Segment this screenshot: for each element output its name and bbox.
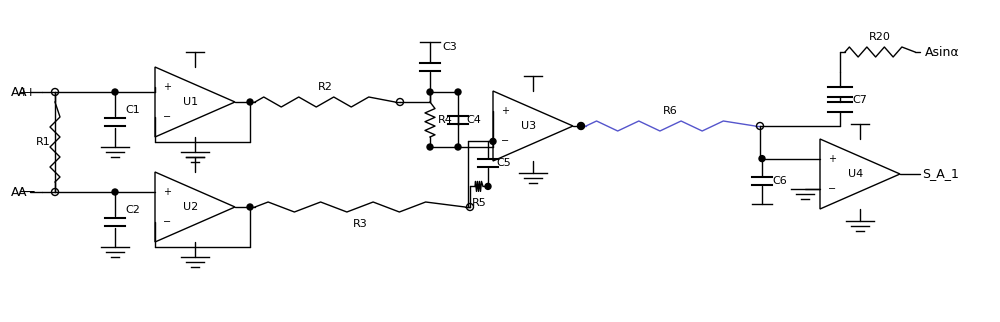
Text: −: − — [163, 112, 171, 122]
Text: C7: C7 — [852, 94, 867, 105]
Text: C4: C4 — [466, 115, 481, 125]
Text: U1: U1 — [183, 97, 199, 107]
Text: C5: C5 — [496, 158, 511, 168]
Circle shape — [247, 204, 253, 210]
Circle shape — [759, 156, 765, 162]
Text: U2: U2 — [183, 202, 199, 212]
Text: A+: A+ — [18, 86, 37, 99]
Text: C1: C1 — [125, 105, 140, 115]
Circle shape — [485, 184, 491, 189]
Text: −: − — [163, 217, 171, 227]
Circle shape — [455, 89, 461, 95]
Circle shape — [427, 89, 433, 95]
Text: A+: A+ — [10, 86, 30, 99]
Text: R6: R6 — [663, 106, 678, 116]
Circle shape — [490, 138, 496, 144]
Circle shape — [112, 189, 118, 195]
Circle shape — [247, 99, 253, 105]
Text: C2: C2 — [125, 205, 140, 215]
Circle shape — [112, 89, 118, 95]
Circle shape — [427, 144, 433, 150]
Circle shape — [578, 123, 584, 129]
Text: +: + — [163, 187, 171, 197]
Text: −: − — [828, 185, 836, 194]
Text: R4: R4 — [438, 115, 453, 125]
Text: R3: R3 — [353, 219, 367, 229]
Text: R2: R2 — [318, 82, 332, 92]
Text: +: + — [163, 81, 171, 91]
Text: A−: A− — [18, 185, 37, 198]
Text: R5: R5 — [472, 198, 486, 208]
Circle shape — [455, 144, 461, 150]
Text: +: + — [501, 106, 509, 116]
Text: C3: C3 — [442, 42, 457, 52]
Text: Asinα: Asinα — [925, 45, 960, 59]
Text: U4: U4 — [848, 169, 864, 179]
Text: +: + — [828, 154, 836, 164]
Text: S_A_1: S_A_1 — [922, 167, 959, 181]
Text: C6: C6 — [772, 175, 787, 185]
Text: R1: R1 — [36, 137, 50, 147]
Text: A−: A− — [10, 185, 30, 198]
Text: −: − — [501, 137, 509, 147]
Text: U3: U3 — [521, 121, 537, 131]
Text: R20: R20 — [869, 32, 891, 42]
